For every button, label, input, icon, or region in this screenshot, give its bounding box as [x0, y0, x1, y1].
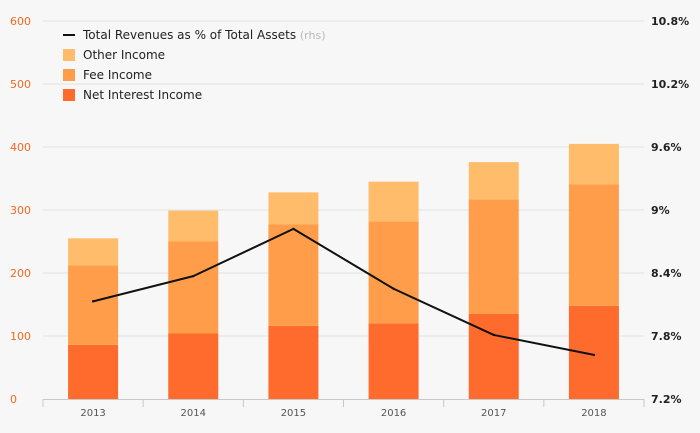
bar-segment [268, 224, 319, 326]
bar-segment [568, 184, 619, 306]
bar-segment [468, 162, 519, 200]
bar-segment [268, 325, 319, 399]
y-left-tick-label: 600 [10, 15, 31, 28]
bar-segment [368, 323, 419, 399]
y-right-tick-label: 8.4% [651, 267, 682, 280]
bar-segment [168, 241, 219, 334]
line-point [392, 287, 395, 290]
y-right-tick-label: 10.2% [651, 78, 689, 91]
x-tick-label: 2017 [481, 408, 506, 419]
line-path [92, 227, 595, 356]
line-point [91, 300, 95, 303]
stacked-bars [68, 143, 619, 399]
y-left-tick-label: 100 [10, 330, 31, 343]
legend-swatch [63, 49, 75, 61]
legend-suffix: (rhs) [300, 29, 326, 42]
line-point [292, 227, 295, 231]
x-tick-label: 2014 [181, 408, 206, 419]
bar-segment [568, 143, 619, 185]
legend: Total Revenues as % of Total Assets (rhs… [63, 28, 326, 102]
legend-label: Other Income [83, 48, 165, 62]
bar-segment [368, 181, 419, 222]
legend-label: Net Interest Income [83, 88, 202, 102]
line-point [492, 333, 495, 337]
bar-segment [168, 333, 219, 399]
y-right-tick-label: 9% [651, 204, 670, 217]
bar-segment [468, 199, 519, 314]
legend-swatch [63, 69, 75, 81]
bar-segment [168, 210, 219, 242]
y-left-tick-label: 300 [10, 204, 31, 217]
axes: 0 7.2% 100 7.8% 200 8.4% 300 9% 400 9.6% 500 10.2% 6… [10, 15, 689, 419]
bar-segment [368, 221, 419, 324]
y-right-tick-label: 7.2% [651, 393, 682, 406]
y-left-tick-label: 200 [10, 267, 31, 280]
legend-label: Fee Income [83, 68, 152, 82]
bar-segment [68, 344, 119, 399]
y-left-tick-label: 0 [10, 393, 17, 406]
x-tick-label: 2015 [281, 408, 306, 419]
bar-segment [68, 265, 119, 345]
y-right-tick-label: 7.8% [651, 330, 682, 343]
bar-segment [68, 238, 119, 266]
line-point [592, 353, 596, 357]
x-tick-label: 2016 [381, 408, 406, 419]
revenue-ratio-line [91, 227, 596, 357]
gridlines [43, 20, 644, 337]
bar-segment [268, 192, 319, 225]
legend-label-line: Total Revenues as % of Total Assets (rhs… [82, 28, 326, 42]
y-right-tick-label: 9.6% [651, 141, 682, 154]
line-point [192, 274, 195, 278]
legend-swatch [63, 89, 75, 101]
y-right-tick-label: 10.8% [651, 15, 689, 28]
y-left-tick-label: 500 [10, 78, 31, 91]
x-tick-label: 2018 [581, 408, 606, 419]
y-left-tick-label: 400 [10, 141, 31, 154]
x-tick-label: 2013 [80, 408, 105, 419]
